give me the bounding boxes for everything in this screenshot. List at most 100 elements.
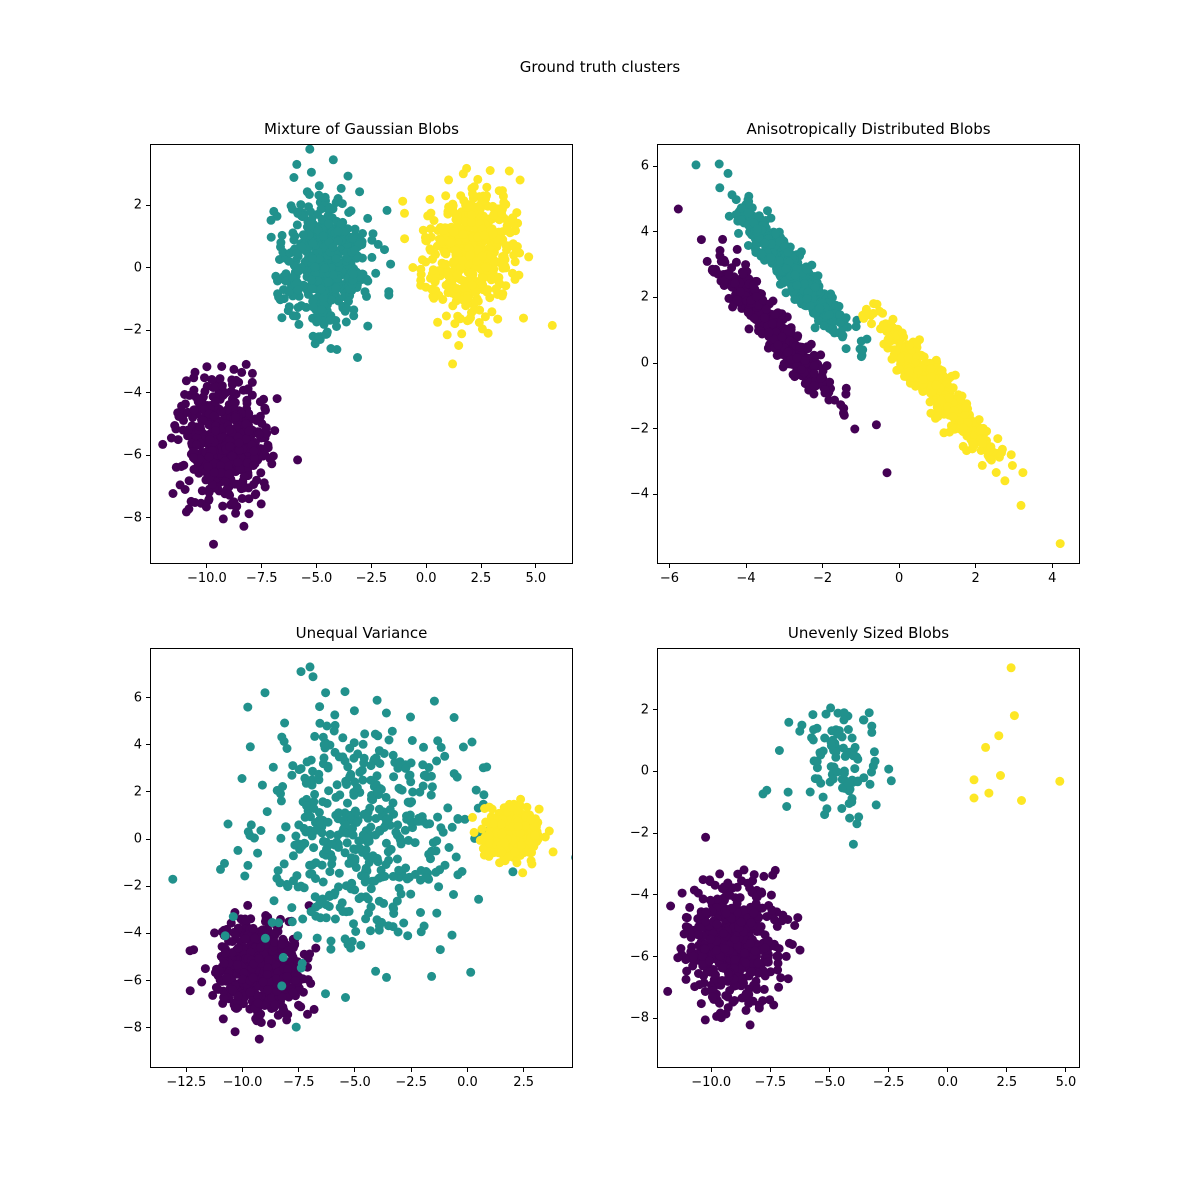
x-axis-tick	[410, 1067, 412, 1072]
scatter-point-cluster-purple	[836, 400, 846, 410]
scatter-point-cluster-purple	[209, 411, 219, 421]
scatter-point-cluster-teal	[314, 181, 324, 191]
scatter-point-cluster-teal	[318, 732, 328, 742]
scatter-point-cluster-yellow	[474, 318, 484, 327]
scatter-point-cluster-teal	[293, 285, 303, 295]
scatter-point-cluster-yellow	[482, 191, 491, 201]
scatter-point-cluster-teal	[344, 296, 353, 306]
y-axis-tick	[146, 932, 151, 934]
scatter-point-cluster-purple	[291, 976, 301, 985]
scatter-point-cluster-teal	[380, 245, 389, 255]
scatter-point-cluster-teal	[373, 239, 383, 249]
y-axis-tick	[146, 980, 151, 982]
scatter-point-cluster-purple	[764, 328, 774, 338]
scatter-point-cluster-teal	[440, 751, 450, 761]
scatter-point-cluster-teal	[400, 825, 410, 835]
scatter-point-cluster-teal	[321, 989, 330, 999]
scatter-point-cluster-yellow	[452, 284, 462, 294]
scatter-point-cluster-teal	[337, 898, 347, 908]
scatter-point-cluster-yellow	[926, 364, 936, 374]
scatter-point-cluster-purple	[283, 946, 293, 955]
scatter-point-cluster-yellow	[441, 191, 451, 201]
scatter-point-cluster-teal	[289, 173, 299, 182]
scatter-point-cluster-teal	[331, 254, 341, 264]
scatter-point-cluster-purple	[754, 1003, 764, 1013]
scatter-point-cluster-teal	[243, 702, 253, 712]
y-axis-tick-label: 6	[133, 690, 142, 706]
scatter-point-cluster-purple	[254, 429, 264, 439]
scatter-point-cluster-teal	[305, 145, 315, 154]
scatter-point-cluster-teal	[306, 167, 316, 177]
scatter-point-cluster-purple	[263, 443, 273, 453]
scatter-point-cluster-purple	[699, 971, 709, 981]
scatter-point-cluster-purple	[790, 372, 800, 382]
scatter-point-cluster-teal	[294, 820, 304, 830]
scatter-point-cluster-purple	[220, 477, 230, 487]
scatter-point-cluster-teal	[363, 894, 373, 904]
scatter-point-cluster-yellow	[926, 372, 936, 382]
scatter-point-cluster-teal	[310, 339, 320, 349]
scatter-point-cluster-purple	[270, 928, 280, 938]
scatter-point-cluster-purple	[270, 426, 280, 436]
scatter-point-cluster-yellow	[441, 311, 451, 321]
scatter-point-cluster-teal	[328, 155, 338, 165]
y-axis-tick-label: −4	[122, 925, 142, 941]
scatter-point-cluster-purple	[248, 923, 258, 933]
scatter-point-cluster-teal	[381, 838, 391, 848]
scatter-point-cluster-teal	[727, 190, 737, 200]
y-axis-tick	[146, 517, 151, 519]
scatter-point-cluster-teal	[335, 790, 345, 800]
scatter-point-cluster-yellow	[494, 272, 504, 282]
x-axis-tick	[523, 1067, 525, 1072]
scatter-point-cluster-teal	[292, 871, 302, 881]
scatter-point-cluster-purple	[204, 420, 214, 430]
scatter-point-cluster-purple	[176, 462, 186, 471]
scatter-point-cluster-teal	[288, 228, 298, 238]
scatter-point-cluster-teal	[334, 752, 344, 762]
scatter-point-cluster-yellow	[428, 265, 438, 275]
scatter-point-cluster-purple	[261, 917, 270, 927]
scatter-point-cluster-teal	[266, 215, 276, 225]
scatter-point-cluster-teal	[341, 317, 351, 327]
x-axis-tick	[975, 563, 977, 568]
scatter-point-cluster-teal	[334, 882, 343, 892]
scatter-point-cluster-purple	[816, 373, 826, 383]
scatter-point-cluster-purple	[267, 1019, 276, 1029]
scatter-point-cluster-teal	[331, 283, 341, 293]
scatter-point-cluster-teal	[315, 702, 325, 712]
scatter-point-cluster-teal	[349, 706, 359, 716]
scatter-point-cluster-teal	[377, 872, 387, 882]
scatter-point-cluster-teal	[790, 270, 800, 280]
scatter-point-cluster-teal	[349, 305, 359, 315]
scatter-point-cluster-purple	[211, 968, 220, 978]
scatter-point-cluster-teal	[406, 758, 416, 768]
scatter-point-cluster-teal	[743, 241, 753, 250]
scatter-point-cluster-teal	[328, 270, 338, 280]
scatter-point-cluster-purple	[745, 1020, 755, 1030]
scatter-point-cluster-purple	[174, 412, 184, 421]
scatter-point-cluster-yellow	[905, 340, 915, 350]
scatter-point-cluster-teal	[432, 908, 442, 918]
scatter-point-cluster-teal	[257, 780, 267, 790]
scatter-point-cluster-teal	[841, 344, 851, 354]
scatter-point-cluster-purple	[700, 987, 710, 996]
scatter-point-cluster-yellow	[501, 241, 511, 251]
scatter-point-cluster-purple	[203, 462, 213, 472]
scatter-point-cluster-teal	[444, 843, 454, 852]
scatter-point-cluster-purple	[180, 390, 190, 399]
scatter-point-cluster-yellow	[400, 208, 409, 218]
scatter-point-cluster-purple	[783, 326, 793, 336]
scatter-point-cluster-teal	[425, 819, 435, 829]
scatter-point-cluster-purple	[744, 324, 754, 334]
scatter-point-cluster-purple	[242, 395, 252, 405]
scatter-point-cluster-purple	[250, 490, 260, 500]
scatter-point-cluster-teal	[266, 232, 276, 242]
scatter-point-cluster-purple	[218, 1014, 228, 1024]
scatter-point-cluster-teal	[419, 742, 428, 752]
scatter-point-cluster-teal	[322, 721, 332, 731]
scatter-point-cluster-purple	[207, 375, 217, 384]
scatter-point-cluster-purple	[663, 986, 673, 996]
scatter-point-cluster-yellow	[512, 858, 522, 868]
scatter-point-cluster-purple	[776, 973, 786, 983]
scatter-point-cluster-teal	[736, 203, 746, 213]
